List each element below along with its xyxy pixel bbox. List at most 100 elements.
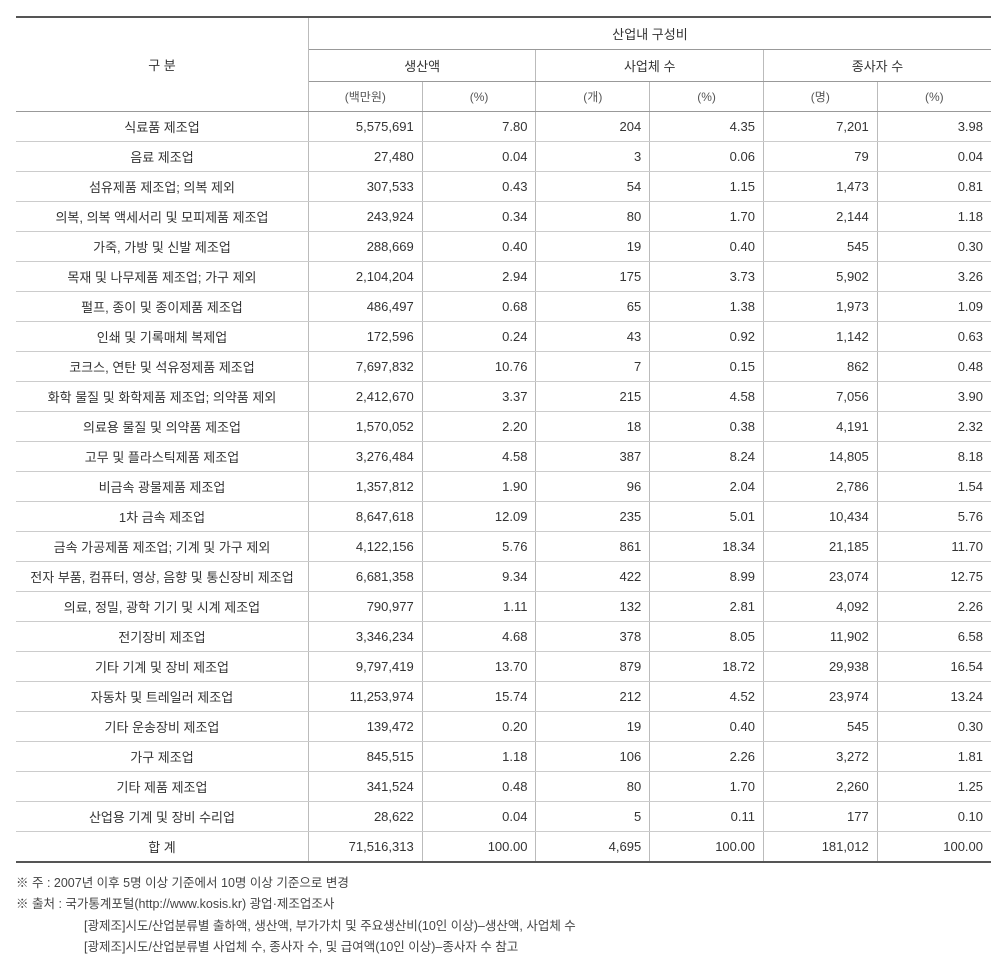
- production-pct: 0.24: [422, 322, 536, 352]
- business-count: 3: [536, 142, 650, 172]
- business-count: 378: [536, 622, 650, 652]
- row-label: 금속 가공제품 제조업; 기계 및 가구 제외: [16, 532, 308, 562]
- table-row: 1차 금속 제조업8,647,61812.092355.0110,4345.76: [16, 502, 991, 532]
- production-pct: 0.04: [422, 142, 536, 172]
- business-count: 65: [536, 292, 650, 322]
- employee-pct: 1.18: [877, 202, 991, 232]
- header-employees-unit: (명): [763, 82, 877, 112]
- business-pct: 8.99: [650, 562, 764, 592]
- production-value: 341,524: [308, 772, 422, 802]
- row-label: 의료, 정밀, 광학 기기 및 시계 제조업: [16, 592, 308, 622]
- table-header: 구 분 산업내 구성비 생산액 사업체 수 종사자 수 (백만원) (%) (개…: [16, 17, 991, 112]
- employee-pct: 100.00: [877, 832, 991, 863]
- production-value: 71,516,313: [308, 832, 422, 863]
- employee-count: 545: [763, 232, 877, 262]
- business-count: 387: [536, 442, 650, 472]
- business-pct: 1.70: [650, 202, 764, 232]
- table-row: 음료 제조업27,4800.0430.06790.04: [16, 142, 991, 172]
- business-count: 175: [536, 262, 650, 292]
- business-count: 215: [536, 382, 650, 412]
- employee-pct: 3.26: [877, 262, 991, 292]
- employee-pct: 3.98: [877, 112, 991, 142]
- table-row: 전기장비 제조업3,346,2344.683788.0511,9026.58: [16, 622, 991, 652]
- employee-pct: 5.76: [877, 502, 991, 532]
- employee-count: 7,056: [763, 382, 877, 412]
- production-value: 4,122,156: [308, 532, 422, 562]
- production-value: 28,622: [308, 802, 422, 832]
- business-pct: 0.11: [650, 802, 764, 832]
- production-pct: 0.20: [422, 712, 536, 742]
- table-body: 식료품 제조업5,575,6917.802044.357,2013.98음료 제…: [16, 112, 991, 863]
- production-value: 1,570,052: [308, 412, 422, 442]
- table-row: 고무 및 플라스틱제품 제조업3,276,4844.583878.2414,80…: [16, 442, 991, 472]
- business-count: 204: [536, 112, 650, 142]
- employee-count: 3,272: [763, 742, 877, 772]
- row-label: 의복, 의복 액세서리 및 모피제품 제조업: [16, 202, 308, 232]
- business-count: 96: [536, 472, 650, 502]
- row-label: 가구 제조업: [16, 742, 308, 772]
- employee-count: 7,201: [763, 112, 877, 142]
- employee-pct: 16.54: [877, 652, 991, 682]
- production-value: 3,276,484: [308, 442, 422, 472]
- business-pct: 0.92: [650, 322, 764, 352]
- business-count: 54: [536, 172, 650, 202]
- production-pct: 15.74: [422, 682, 536, 712]
- row-label: 전자 부품, 컴퓨터, 영상, 음향 및 통신장비 제조업: [16, 562, 308, 592]
- production-value: 2,412,670: [308, 382, 422, 412]
- business-pct: 0.06: [650, 142, 764, 172]
- footnote-line: ※ 출처 : 국가통계포털(http://www.kosis.kr) 광업·제조…: [16, 894, 991, 915]
- header-production-pct: (%): [422, 82, 536, 112]
- business-pct: 5.01: [650, 502, 764, 532]
- production-value: 307,533: [308, 172, 422, 202]
- business-pct: 1.70: [650, 772, 764, 802]
- table-row: 섬유제품 제조업; 의복 제외307,5330.43541.151,4730.8…: [16, 172, 991, 202]
- business-pct: 18.72: [650, 652, 764, 682]
- employee-pct: 3.90: [877, 382, 991, 412]
- business-count: 7: [536, 352, 650, 382]
- table-row: 의료용 물질 및 의약품 제조업1,570,0522.20180.384,191…: [16, 412, 991, 442]
- business-pct: 0.40: [650, 712, 764, 742]
- row-label: 합 계: [16, 832, 308, 863]
- row-label: 기타 운송장비 제조업: [16, 712, 308, 742]
- production-pct: 0.40: [422, 232, 536, 262]
- production-pct: 5.76: [422, 532, 536, 562]
- employee-pct: 12.75: [877, 562, 991, 592]
- employee-count: 4,191: [763, 412, 877, 442]
- header-employees: 종사자 수: [763, 50, 991, 82]
- employee-count: 2,260: [763, 772, 877, 802]
- footnote-line: [광제조]시도/산업분류별 사업체 수, 종사자 수, 및 급여액(10인 이상…: [16, 937, 991, 958]
- table-row: 식료품 제조업5,575,6917.802044.357,2013.98: [16, 112, 991, 142]
- employee-count: 14,805: [763, 442, 877, 472]
- employee-count: 1,142: [763, 322, 877, 352]
- business-count: 19: [536, 712, 650, 742]
- production-value: 2,104,204: [308, 262, 422, 292]
- industry-composition-table: 구 분 산업내 구성비 생산액 사업체 수 종사자 수 (백만원) (%) (개…: [16, 16, 991, 863]
- production-pct: 2.20: [422, 412, 536, 442]
- business-pct: 4.35: [650, 112, 764, 142]
- production-pct: 1.90: [422, 472, 536, 502]
- table-total-row: 합 계71,516,313100.004,695100.00181,012100…: [16, 832, 991, 863]
- row-label: 1차 금속 제조업: [16, 502, 308, 532]
- header-businesses: 사업체 수: [536, 50, 764, 82]
- header-group-title: 산업내 구성비: [308, 17, 991, 50]
- production-value: 845,515: [308, 742, 422, 772]
- business-pct: 0.38: [650, 412, 764, 442]
- business-count: 212: [536, 682, 650, 712]
- employee-count: 4,092: [763, 592, 877, 622]
- employee-count: 862: [763, 352, 877, 382]
- business-count: 4,695: [536, 832, 650, 863]
- employee-count: 177: [763, 802, 877, 832]
- header-category: 구 분: [16, 17, 308, 112]
- employee-pct: 1.09: [877, 292, 991, 322]
- production-value: 790,977: [308, 592, 422, 622]
- employee-count: 2,144: [763, 202, 877, 232]
- row-label: 코크스, 연탄 및 석유정제품 제조업: [16, 352, 308, 382]
- business-pct: 8.24: [650, 442, 764, 472]
- business-pct: 2.81: [650, 592, 764, 622]
- business-count: 106: [536, 742, 650, 772]
- table-row: 기타 운송장비 제조업139,4720.20190.405450.30: [16, 712, 991, 742]
- production-value: 11,253,974: [308, 682, 422, 712]
- table-row: 펄프, 종이 및 종이제품 제조업486,4970.68651.381,9731…: [16, 292, 991, 322]
- employee-pct: 6.58: [877, 622, 991, 652]
- table-row: 코크스, 연탄 및 석유정제품 제조업7,697,83210.7670.1586…: [16, 352, 991, 382]
